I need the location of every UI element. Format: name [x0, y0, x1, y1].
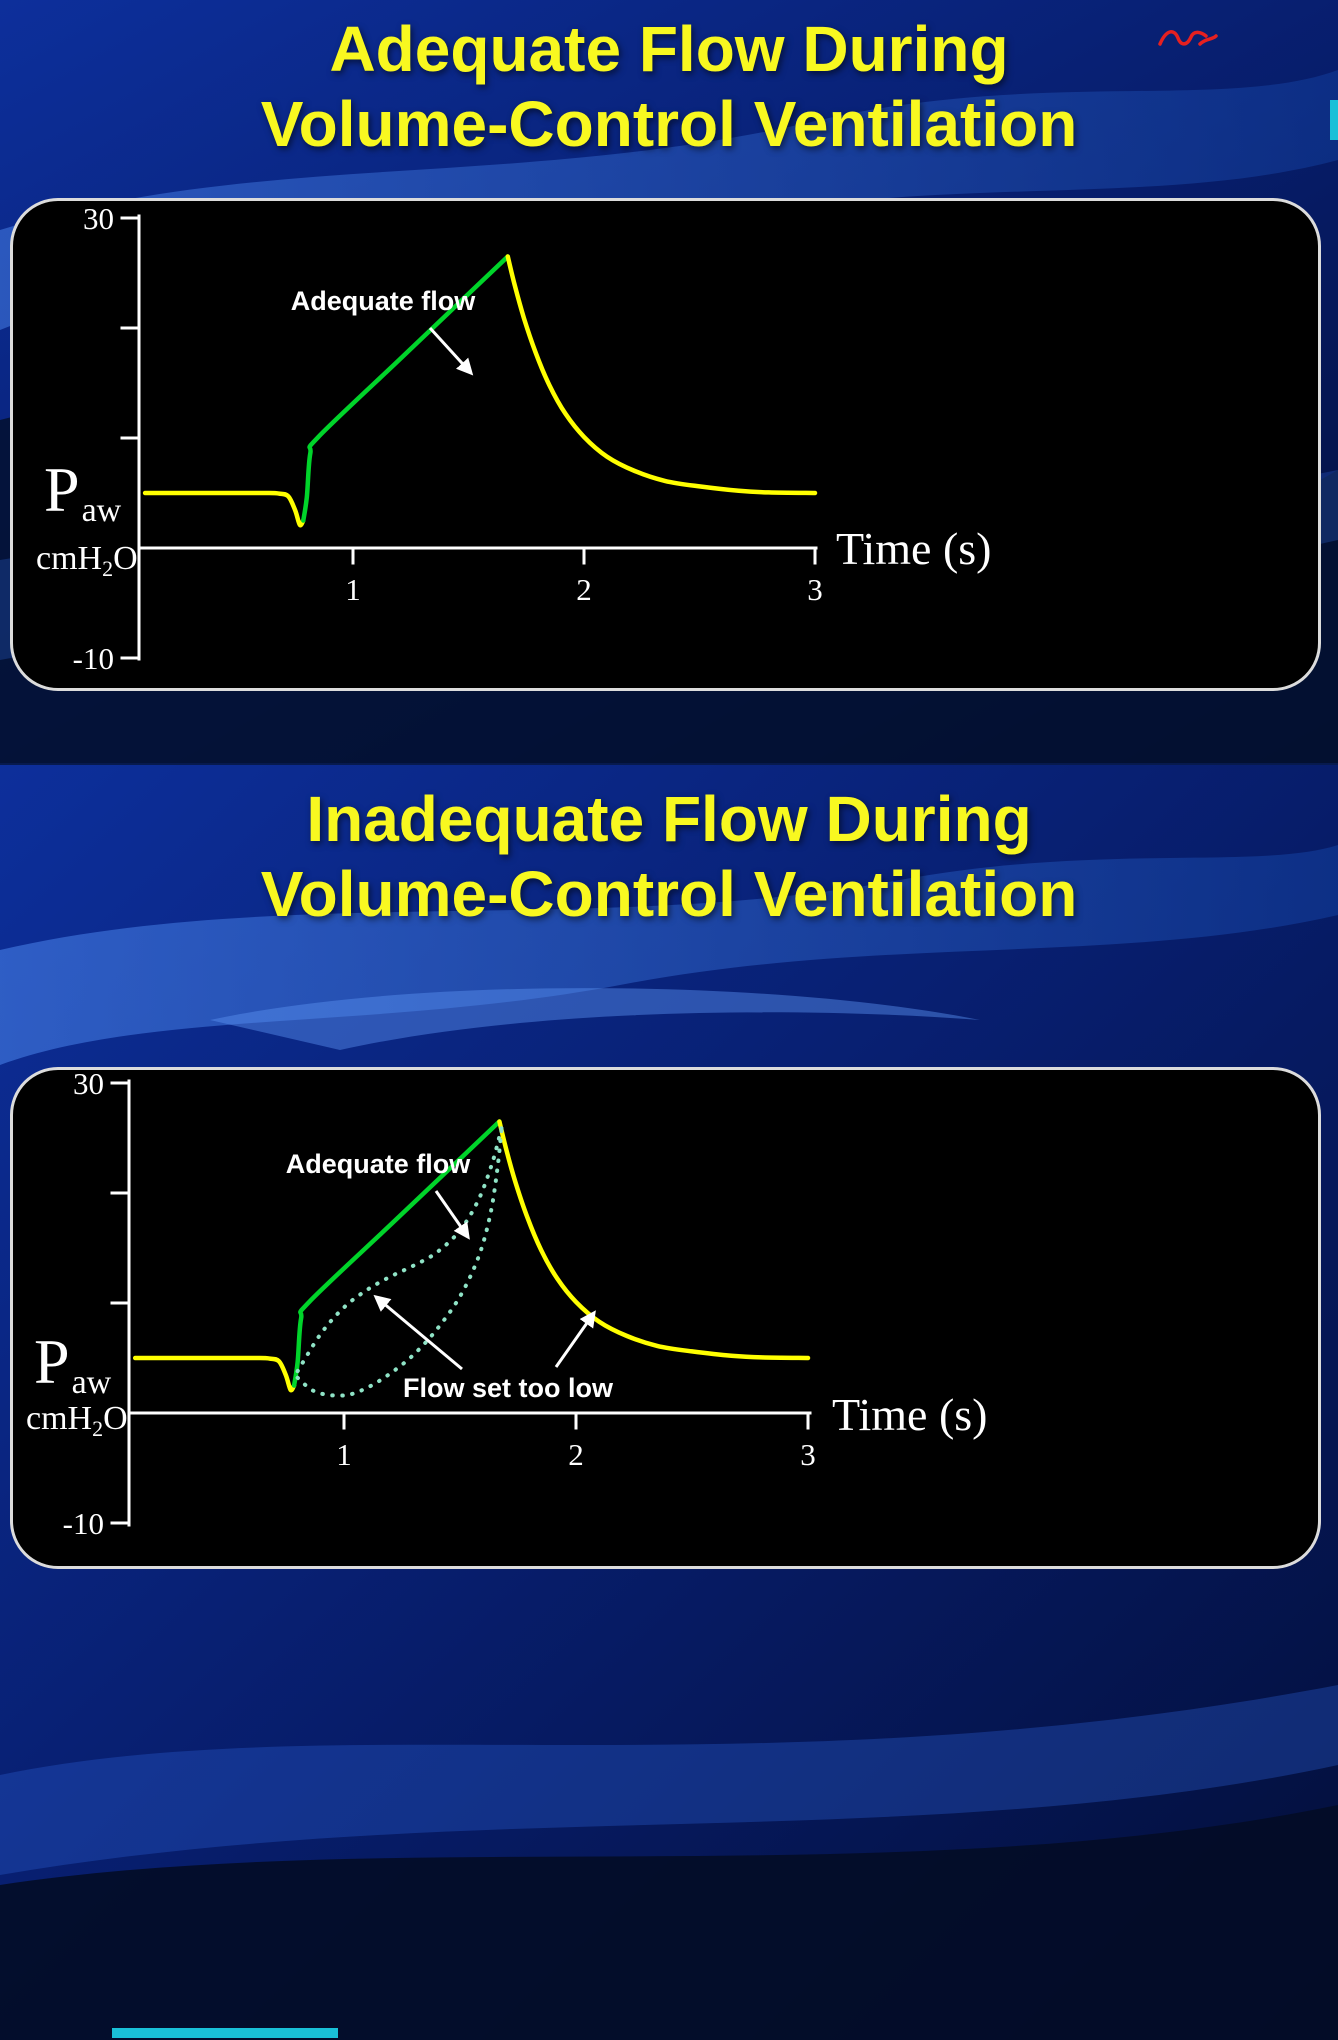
- units-subscript: 2: [102, 556, 114, 581]
- slide-title-line2: Volume-Control Ventilation: [260, 88, 1078, 160]
- slide-inadequate-flow: Inadequate Flow During Volume-Control Ve…: [0, 765, 1338, 2040]
- background-streak: [0, 1685, 1338, 1875]
- series-expiration-decay: [497, 1119, 811, 1361]
- pressure-symbol: P: [44, 454, 80, 525]
- annotation-arrow: [554, 1310, 596, 1368]
- x-tick-label: 2: [568, 1437, 584, 1472]
- series-inadequate-flow-scooped-lower: [295, 1125, 504, 1398]
- slide-divider: [0, 763, 1338, 766]
- y-axis-title: Paw: [34, 1330, 111, 1400]
- pressure-time-chart-inadequate: 30 -10 1 2 3 Adequate flow Flow set too low: [63, 1067, 816, 1541]
- deco-accent-strip: [112, 2028, 338, 2038]
- background-dark-band: [0, 1805, 1338, 2040]
- slide-title-line1: Inadequate Flow During: [306, 783, 1032, 855]
- annotation-label: Adequate flow: [286, 1149, 472, 1179]
- y-axis-units: cmH2O: [26, 1400, 128, 1440]
- deco-accent-square: [1330, 100, 1338, 140]
- x-axis-title: Time (s): [836, 523, 992, 574]
- y-axis-units: cmH2O: [36, 540, 138, 580]
- chart-panel: [10, 1067, 1321, 1569]
- y-tick-label: -10: [73, 641, 114, 676]
- x-tick-label: 3: [807, 572, 823, 607]
- series-baseline-and-patient-trigger: [142, 490, 306, 528]
- series-adequate-flow-inspiration: [301, 254, 511, 523]
- annotation-arrow: [434, 1190, 470, 1240]
- y-axis-title: Paw: [44, 458, 121, 528]
- x-axis-title: Time (s): [832, 1389, 988, 1440]
- y-tick-label: -10: [63, 1506, 104, 1541]
- pressure-time-chart-adequate: 30 -10 1 2 3 Adequate flow: [73, 201, 823, 676]
- x-tick-label: 1: [345, 572, 361, 607]
- slide-title: Inadequate Flow During Volume-Control Ve…: [0, 782, 1338, 932]
- annotation-label: Adequate flow: [291, 286, 477, 316]
- series-expiration-decay: [505, 254, 818, 496]
- series-inadequate-flow-scooped-upper: [295, 1125, 504, 1374]
- units-prefix: cmH: [26, 1400, 93, 1437]
- x-tick-label: 3: [800, 1437, 816, 1472]
- ink-scribble-annotation: [1158, 30, 1218, 46]
- y-tick-label: 30: [73, 1067, 104, 1101]
- annotation-arrow: [428, 326, 474, 376]
- pressure-symbol: P: [34, 1326, 70, 1397]
- units-suffix: O: [103, 1400, 128, 1437]
- annotation-arrow: [373, 1294, 463, 1371]
- series-baseline-and-patient-trigger: [132, 1355, 297, 1393]
- slide-title-line1: Adequate Flow During: [329, 13, 1009, 85]
- y-tick-label: 30: [83, 201, 114, 236]
- units-subscript: 2: [92, 1416, 104, 1441]
- chart-panel: [10, 198, 1321, 691]
- units-prefix: cmH: [36, 540, 103, 577]
- slide-title: Adequate Flow During Volume-Control Vent…: [0, 12, 1338, 162]
- background-swirl: [210, 988, 980, 1050]
- series-adequate-flow-inspiration: [291, 1119, 502, 1388]
- x-tick-label: 1: [336, 1437, 352, 1472]
- pressure-subscript: aw: [81, 492, 122, 529]
- pressure-subscript: aw: [71, 1364, 112, 1401]
- annotation-label: Flow set too low: [403, 1373, 614, 1403]
- units-suffix: O: [113, 540, 138, 577]
- x-tick-label: 2: [576, 572, 592, 607]
- background-swoosh: [0, 845, 1338, 1065]
- slide-title-line2: Volume-Control Ventilation: [260, 858, 1078, 930]
- slide-adequate-flow: Adequate Flow During Volume-Control Vent…: [0, 0, 1338, 765]
